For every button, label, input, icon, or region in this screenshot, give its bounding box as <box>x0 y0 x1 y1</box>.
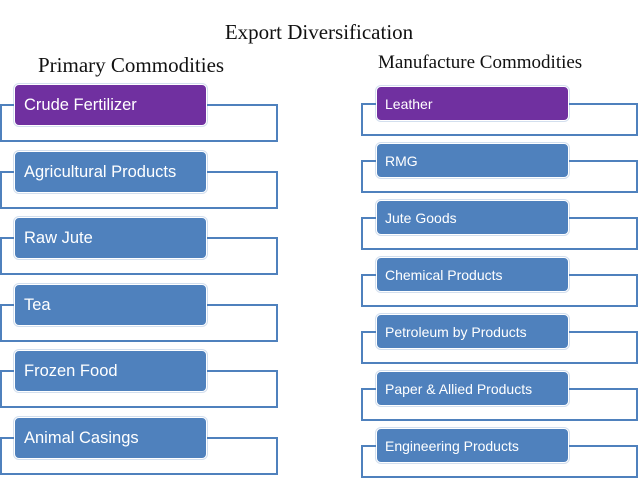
item-frozen-food: Frozen Food <box>14 350 207 392</box>
diagram-title: Export Diversification <box>224 20 414 44</box>
item-leather: Leather <box>376 86 569 121</box>
item-raw-jute: Raw Jute <box>14 217 207 259</box>
primary-commodities-heading: Primary Commodities <box>38 53 225 77</box>
item-paper-allied-products: Paper & Allied Products <box>376 371 569 406</box>
item-engineering-products: Engineering Products <box>376 428 569 463</box>
item-animal-casings: Animal Casings <box>14 417 207 459</box>
manufacture-commodities-heading: Manufacture Commodities <box>378 52 583 73</box>
item-crude-fertilizer: Crude Fertilizer <box>14 84 207 126</box>
item-agricultural-products: Agricultural Products <box>14 151 207 193</box>
item-chemical-products: Chemical Products <box>376 257 569 292</box>
item-rmg: RMG <box>376 143 569 178</box>
item-petroleum-by-products: Petroleum by Products <box>376 314 569 349</box>
item-jute-goods: Jute Goods <box>376 200 569 235</box>
item-tea: Tea <box>14 284 207 326</box>
